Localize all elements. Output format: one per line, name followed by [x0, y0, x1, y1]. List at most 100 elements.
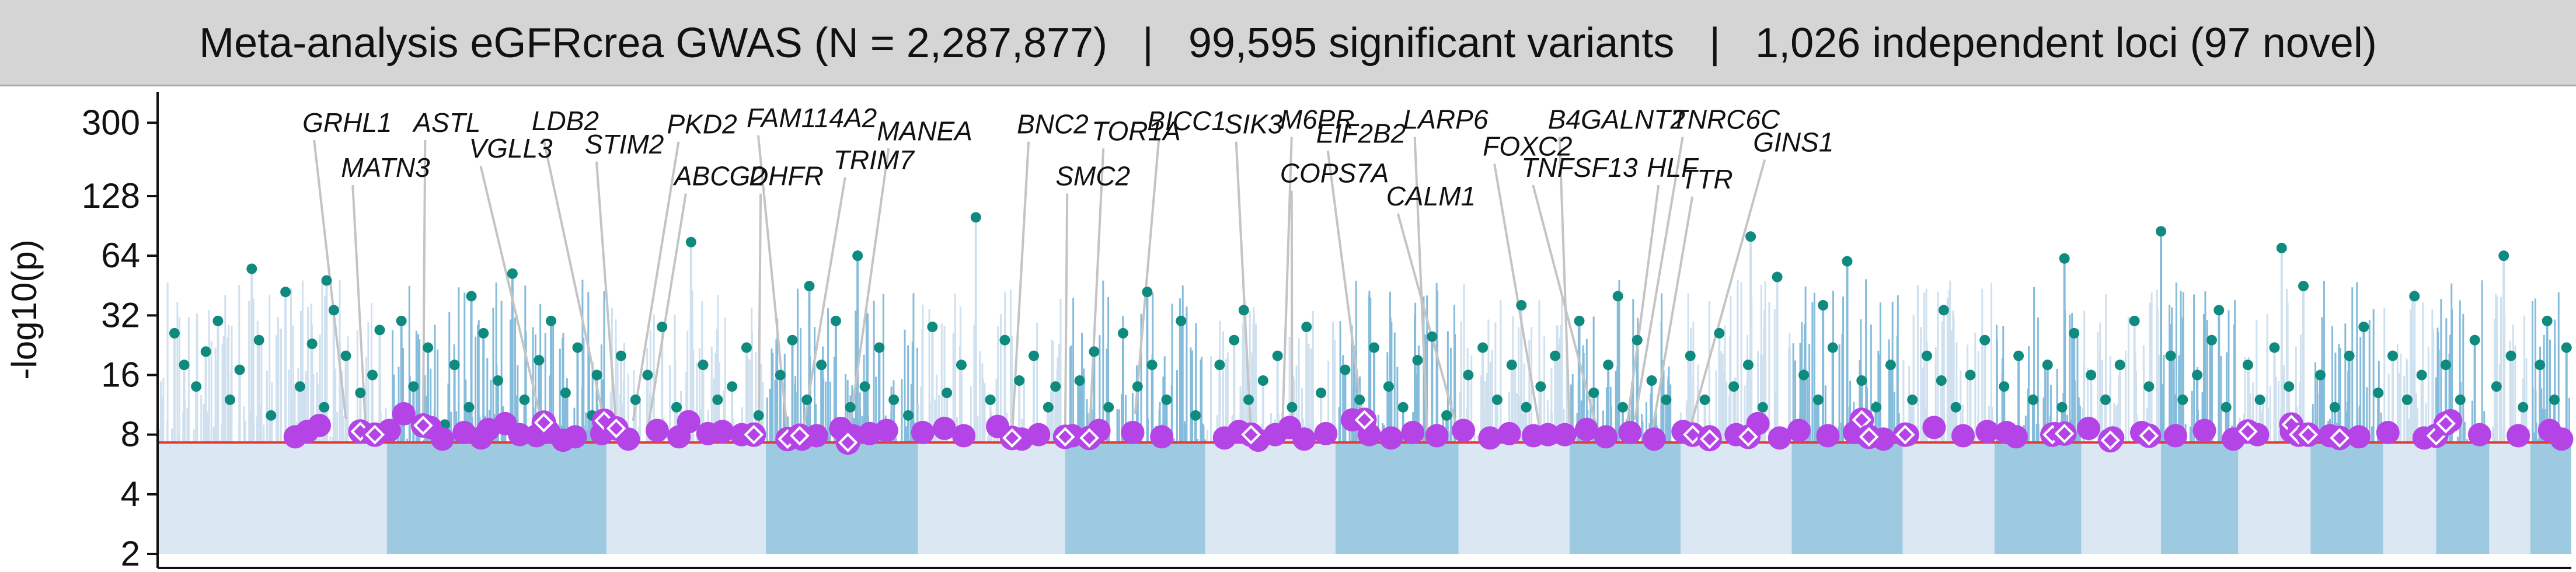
chromosome-band-12	[1791, 442, 1903, 554]
chromosome-band-4	[766, 442, 918, 554]
lead-variant-novel-labeled	[2098, 428, 2123, 453]
lead-variant-known	[466, 291, 477, 302]
y-tick-label: 2	[121, 534, 140, 572]
lead-variant-novel-labeled	[1735, 424, 1761, 449]
lead-variant-novel	[1553, 423, 1577, 447]
diamond-marker	[1895, 424, 1915, 445]
lead-variant-known	[294, 381, 305, 392]
leader-line-foxc2	[1493, 163, 1542, 435]
gene-label-tor1a: TOR1A	[1092, 116, 1181, 146]
lead-variant-known	[2401, 394, 2413, 405]
diamond-marker	[2054, 424, 2075, 444]
gene-label-hlf: HLF	[1647, 152, 1699, 183]
lead-variant-known	[1535, 381, 1546, 392]
lead-variant-known	[2455, 394, 2466, 405]
title-separator-2: |	[1709, 20, 1721, 67]
lead-variant-known	[956, 360, 967, 371]
title-part-sample: Meta-analysis eGFRcrea GWAS (N = 2,287,8…	[199, 20, 1108, 67]
lead-variant-known	[2254, 394, 2265, 405]
lead-variant-novel	[710, 420, 734, 444]
lead-variant-known	[2027, 394, 2038, 405]
gene-label-eif2b2: EIF2B2	[1316, 118, 1406, 149]
y-tick-label: 128	[82, 176, 140, 215]
lead-variant-known	[2192, 369, 2203, 381]
lead-variant-novel-labeled	[2052, 421, 2077, 446]
lead-variant-novel	[1922, 416, 1946, 440]
lead-variant-known	[712, 394, 723, 405]
diamond-marker	[606, 418, 626, 438]
lead-variant-known	[1521, 402, 1532, 413]
lead-variant-known	[1979, 334, 1991, 346]
diamond-marker	[1699, 429, 1720, 449]
lead-variant-novel	[392, 402, 416, 425]
gene-label-smc2: SMC2	[1055, 161, 1130, 191]
diamond-marker	[2330, 428, 2350, 448]
lead-variant-known	[1089, 346, 1100, 357]
lead-variant-known	[572, 342, 583, 353]
lead-variant-known	[546, 315, 557, 326]
lead-variant-known	[902, 410, 914, 421]
lead-variant-known	[1043, 402, 1054, 413]
lead-variant-known	[2561, 342, 2572, 353]
lead-variant-known	[1714, 327, 1725, 339]
gene-label-tnrc6c: TNRC6C	[1671, 104, 1780, 135]
lead-variant-known	[440, 419, 451, 430]
lead-variant-known	[169, 327, 180, 339]
gene-label-bicc1: BICC1	[1147, 106, 1226, 136]
lead-variant-known	[321, 275, 332, 286]
diamond-marker	[2139, 425, 2159, 446]
lead-variant-known	[1757, 402, 1768, 413]
diamond-marker	[1354, 410, 1375, 430]
lead-variant-novel	[2192, 418, 2216, 442]
gene-label-gins1: GINS1	[1753, 127, 1833, 158]
lead-variant-known	[179, 360, 190, 371]
lead-variant-known	[1074, 375, 1085, 386]
lead-variant-novel-labeled	[531, 410, 556, 435]
lead-variant-known	[1646, 375, 1657, 386]
lead-variant-novel	[430, 427, 454, 451]
lead-variant-known	[1190, 410, 1201, 421]
lead-variant-known	[328, 305, 339, 316]
lead-variant-novel	[1401, 421, 1425, 445]
leader-line-smc2	[1064, 193, 1069, 437]
lead-variant-known	[804, 281, 815, 292]
lead-variant-known	[2469, 334, 2480, 346]
lead-variant-known	[519, 394, 530, 405]
lead-variant-known	[493, 375, 504, 386]
lead-variant-known	[340, 350, 351, 361]
lead-variant-known	[657, 322, 668, 333]
lead-variant-known	[1772, 271, 1783, 282]
lead-variant-known	[2505, 350, 2516, 361]
lead-variant-novel	[1292, 427, 1316, 451]
y-tick-label: 32	[101, 295, 140, 334]
lead-variant-known	[2549, 394, 2560, 405]
lead-variant-known	[1214, 360, 1225, 371]
diamond-marker	[1055, 427, 1075, 447]
chromosome-band-6	[1065, 442, 1205, 554]
lead-variant-novel-labeled	[2136, 423, 2162, 448]
lead-variant-known	[1287, 402, 1298, 413]
y-tick-label: 4	[121, 475, 140, 514]
lead-variant-known	[280, 287, 291, 298]
gene-label-ldb2: LDB2	[532, 106, 599, 136]
lead-variant-known	[1603, 360, 1614, 371]
lead-variant-known	[2344, 350, 2355, 361]
lead-variant-known	[1818, 299, 1829, 311]
diamond-marker	[744, 424, 764, 445]
lead-variant-known	[2129, 315, 2140, 326]
lead-variant-known	[2542, 315, 2553, 326]
title-part-variants: 99,595 significant variants	[1188, 20, 1675, 67]
lead-variant-known	[970, 212, 981, 223]
lead-variant-known	[2409, 291, 2420, 302]
chromosome-band-11	[1681, 442, 1792, 554]
lead-variant-known	[1798, 369, 1810, 381]
lead-variant-known	[1856, 375, 1867, 386]
diamond-marker	[790, 425, 810, 446]
diamond-marker	[1241, 424, 1261, 445]
diamond-marker	[1079, 428, 1099, 448]
gene-label-fam114a2: FAM114A2	[747, 103, 877, 133]
lead-variant-novel	[2376, 421, 2400, 445]
leader-line-b4galnt2	[1558, 137, 1571, 427]
lead-variant-novel-labeled	[1352, 407, 1377, 433]
lead-variant-known	[374, 325, 385, 336]
